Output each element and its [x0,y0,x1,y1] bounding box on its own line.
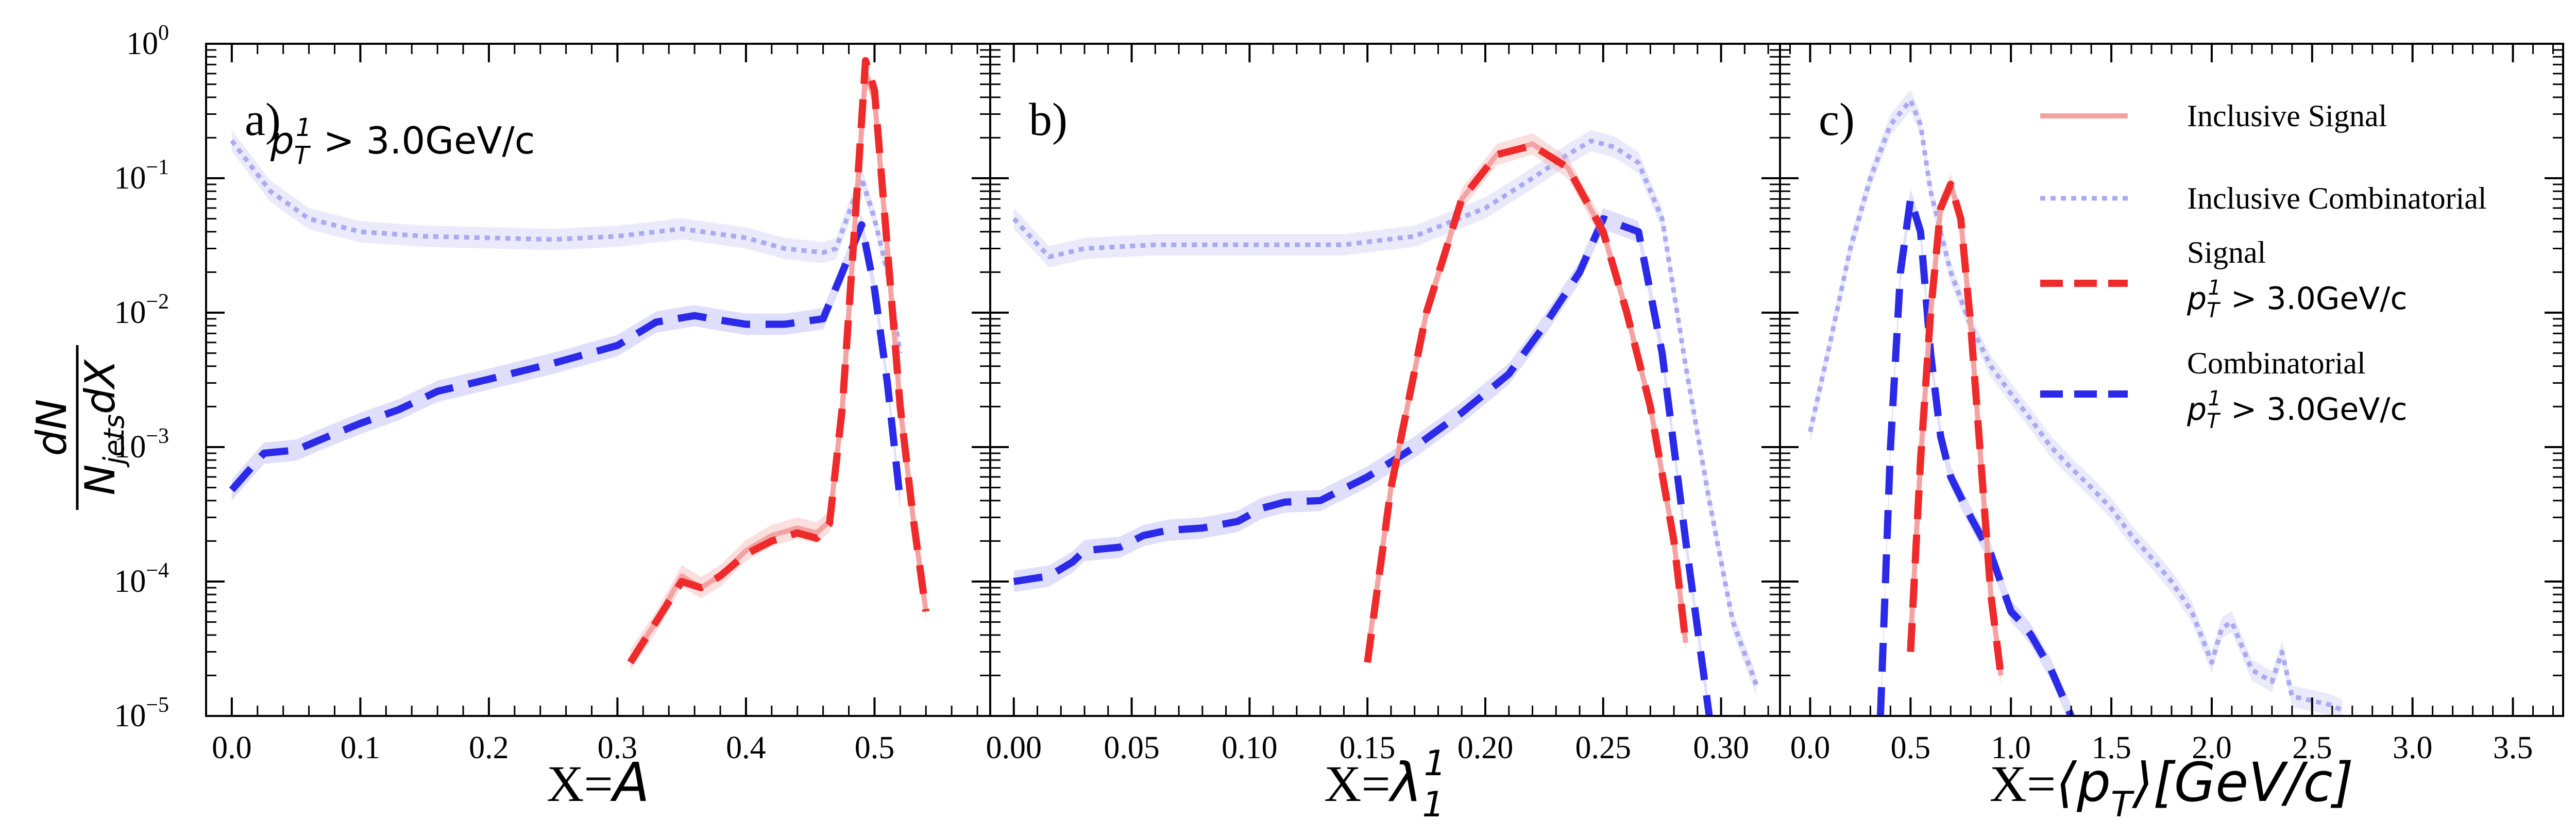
x-tick-label: 1.5 [2091,730,2131,765]
x-tick-label: 0.5 [855,730,895,765]
legend-label-inc_comb: Inclusive Combinatorial [2187,181,2487,215]
x-axis-label: X=A [547,751,650,814]
svg-text:dN: dN [28,399,76,456]
y-axis-label: dN NjetsdX [28,345,130,510]
x-tick-label: 0.00 [986,730,1042,765]
series-sig [627,57,930,664]
y-tick-exponent: −3 [146,424,169,448]
y-label-denominator-sub: jets [98,414,130,468]
y-tick-label: 10−1 [114,156,169,196]
x-tick-label: 0.25 [1575,730,1632,765]
panel-c: 0.0 0.5 1.0 1.5 2.0 2.5 3.0 3.5 c) X=⟨pT⟩[GeV/c] [1779,43,2564,825]
panels: 100 10−1 10−2 10−3 10−4 10−5 0.0 0.1 0.2 0.3 0.4 0.… [114,21,2564,825]
y-tick-exponent: −2 [146,290,169,314]
band-inc_comb [1013,130,1757,696]
y-tick-label: 10−2 [114,290,169,330]
series-comb [1876,195,2075,716]
svg-text:NjetsdX: NjetsdX [76,358,130,495]
x-tick-label: 0.0 [212,730,252,765]
x-tick-label: 0.4 [726,730,766,765]
x-axis-label: X=⟨pT⟩[GeV/c] [1990,751,2353,825]
series-sig [1907,180,2005,676]
panel-letter: b) [1029,94,1067,145]
y-tick-label: 10−3 [114,424,169,465]
y-label-denominator: N [76,465,124,496]
x-tick-label: 2.5 [2292,730,2332,765]
series-inc_sig [628,71,929,662]
y-tick-exponent: −5 [146,693,169,717]
band-comb [1013,208,1709,716]
y-tick-exponent: 0 [158,21,169,45]
series-inc_comb [1808,98,2344,713]
panel-frame [989,43,1781,717]
legend: Inclusive Signal Inclusive Combinatorial S… [2040,99,2487,433]
y-tick-label: 100 [126,21,169,61]
x-tick-label: 0.1 [341,730,381,765]
x-tick-label: 0.3 [598,730,638,765]
series-group [229,57,930,671]
y-tick-label: 10−4 [114,559,169,599]
x-tick-label: 0.15 [1340,730,1396,765]
x-tick-label: 3.0 [2393,730,2433,765]
legend-cut-sig: pT1 > 3.0GeV/c [2187,276,2407,322]
band-inc_sig [1367,133,1686,667]
x-axis-label: X=λ11 [1324,743,1446,825]
y-label-denominator-tail: dX [76,358,124,414]
x-tick-label: 0.10 [1222,730,1278,765]
legend-label-sig: Signal [2187,235,2266,269]
x-tick-label: 1.0 [1991,730,2031,765]
x-tick-label: 2.0 [2192,730,2232,765]
series-sig [1364,142,1689,663]
x-tick-label: 0.30 [1693,730,1749,765]
x-tick-label: 0.0 [1790,730,1831,765]
panel-letter: c) [1819,94,1855,145]
x-tick-label: 3.5 [2493,730,2533,765]
y-tick-exponent: −4 [146,559,169,583]
panel-annotation: pT1 > 3.0GeV/c [270,113,535,170]
y-tick-exponent: −1 [146,156,169,179]
legend-label-inc_sig: Inclusive Signal [2187,99,2387,133]
series-comb [229,221,904,501]
x-tick-label: 0.5 [1891,730,1931,765]
x-tick-label: 0.05 [1104,730,1160,765]
series-group [1808,90,2344,716]
band-inc_comb [231,130,901,364]
panel-a: 100 10−1 10−2 10−3 10−4 10−5 0.0 0.1 0.2 0.3 0.4 0.… [114,21,991,814]
legend-cut-comb: pT1 > 3.0GeV/c [2187,387,2407,433]
series-inc_comb [1012,138,1759,686]
panel-letter: a) [245,94,281,145]
y-label-numerator: dN [28,399,76,456]
legend-label-comb: Combinatorial [2187,346,2366,380]
series-group [1012,130,1759,716]
y-tick-label: 10−5 [114,693,169,733]
series-comb [1013,215,1713,716]
series-inc_sig [1365,141,1688,656]
panel-b: 0.00 0.05 0.10 0.15 0.20 0.25 0.30 b) X=λ11 [986,43,1781,825]
x-tick-label: 0.20 [1458,730,1514,765]
series-inc_comb [230,139,903,354]
x-tick-label: 0.2 [469,730,509,765]
